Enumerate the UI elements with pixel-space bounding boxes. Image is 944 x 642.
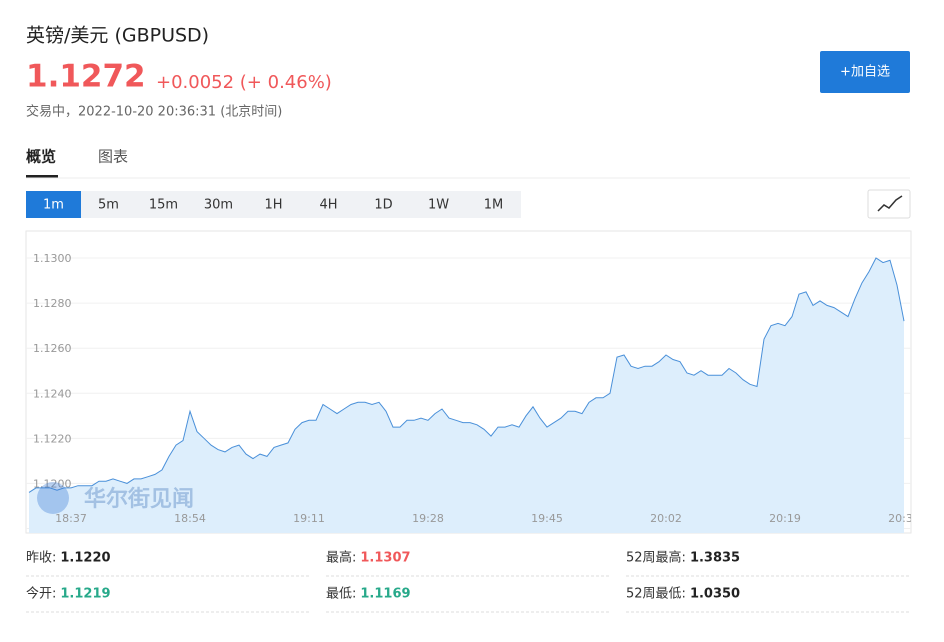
line bbox=[28, 257, 905, 493]
watermark-text: 华尔街见闻 bbox=[84, 486, 194, 512]
interval[interactable]: 1D bbox=[374, 198, 392, 213]
x-tick-label: 18:54 bbox=[174, 512, 206, 525]
stat-value: 1.3835 bbox=[690, 551, 740, 566]
stat-label: 52周最低: bbox=[626, 587, 686, 602]
interval[interactable]: 30m bbox=[204, 198, 233, 213]
watermark-logo bbox=[37, 482, 69, 514]
x-tick-label: 19:28 bbox=[412, 512, 444, 525]
stat-label: 昨收: bbox=[26, 551, 56, 566]
title: 英镑/美元 (GBPUSD) bbox=[26, 25, 209, 47]
stat-label: 最高: bbox=[326, 550, 356, 566]
x-tick-label: 20:36 bbox=[888, 512, 920, 525]
y-tick-label: 1.1240 bbox=[33, 387, 72, 400]
status: 交易中，2022-10-20 20:36:31 (北京时间) bbox=[26, 104, 282, 120]
interval[interactable]: 1M bbox=[484, 198, 504, 213]
interval[interactable]: 15m bbox=[149, 198, 178, 213]
change: +0.0052 (+ 0.46%) bbox=[156, 72, 332, 93]
stat-label: 52周最高: bbox=[626, 550, 686, 566]
stat-label: 今开: bbox=[26, 586, 56, 602]
x-tick-label: 20:19 bbox=[769, 512, 801, 525]
interval[interactable]: 1m bbox=[43, 198, 64, 213]
stat-value: 1.1307 bbox=[360, 551, 410, 566]
interval-selected bbox=[26, 191, 81, 218]
add-button-label[interactable]: +加自选 bbox=[840, 65, 890, 80]
price: 1.1272 bbox=[26, 59, 146, 95]
add-button[interactable] bbox=[820, 51, 910, 93]
chart-type-icon bbox=[877, 195, 903, 212]
tab-underline bbox=[26, 175, 58, 178]
interval[interactable]: 1H bbox=[264, 198, 282, 213]
y-tick-label: 1.1220 bbox=[33, 432, 72, 445]
tab[interactable]: 图表 bbox=[98, 148, 128, 166]
stat-label: 最低: bbox=[326, 587, 356, 602]
chart-type-button[interactable] bbox=[867, 189, 911, 219]
interval[interactable]: 1W bbox=[428, 198, 449, 213]
x-tick-label: 18:37 bbox=[55, 512, 87, 525]
stat-value: 1.0350 bbox=[690, 587, 740, 602]
x-tick-label: 19:11 bbox=[293, 512, 325, 525]
watermark: 华尔街见闻 bbox=[37, 482, 194, 514]
stat-value: 1.1219 bbox=[60, 587, 110, 602]
area bbox=[29, 258, 904, 533]
interval-bar bbox=[81, 191, 521, 218]
tab[interactable]: 概览 bbox=[26, 148, 56, 166]
interval[interactable]: 5m bbox=[98, 198, 119, 213]
x-tick-label: 20:02 bbox=[650, 512, 682, 525]
y-tick-label: 1.1280 bbox=[33, 297, 72, 310]
y-tick-label: 1.1300 bbox=[33, 252, 72, 265]
y-tick-label: 1.1260 bbox=[33, 342, 72, 355]
y-tick-label: 1.1200 bbox=[33, 477, 72, 490]
interval[interactable]: 4H bbox=[319, 198, 337, 213]
stat-value: 1.1220 bbox=[60, 551, 110, 566]
x-tick-label: 19:45 bbox=[531, 512, 563, 525]
stat-value: 1.1169 bbox=[360, 587, 410, 602]
